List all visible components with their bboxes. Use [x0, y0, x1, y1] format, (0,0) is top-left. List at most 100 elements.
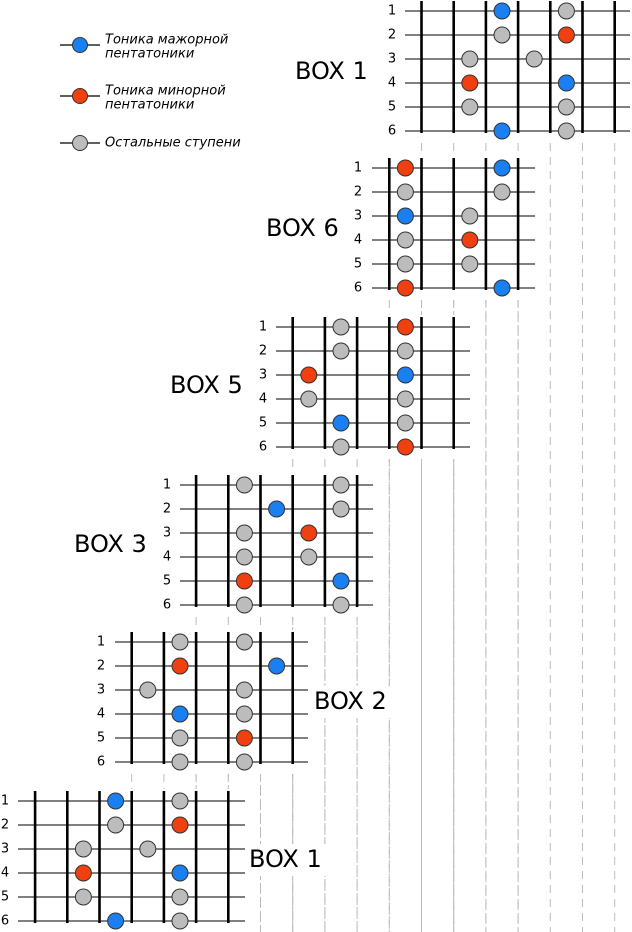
- note-dot: [235, 753, 253, 771]
- string-number: 5: [163, 574, 171, 589]
- legend-text: Тоника минорной: [105, 84, 226, 99]
- string-number: 3: [354, 209, 362, 224]
- box-label: BOX 2: [314, 687, 387, 715]
- label-bg: [245, 844, 331, 876]
- note-dot: [493, 122, 511, 140]
- string-number: 4: [259, 392, 267, 407]
- note-dot: [332, 414, 350, 432]
- string-number: 1: [97, 635, 105, 650]
- note-dot: [396, 231, 414, 249]
- note-dot: [74, 864, 92, 882]
- note-dot: [332, 318, 350, 336]
- note-dot: [139, 681, 157, 699]
- string-number: 4: [163, 550, 171, 565]
- string-number: 2: [354, 185, 362, 200]
- note-dot: [557, 122, 575, 140]
- box-bg: [159, 473, 373, 617]
- note-dot: [396, 255, 414, 273]
- note-dot: [268, 500, 286, 518]
- note-dot: [171, 657, 189, 675]
- legend-text: Остальные ступени: [105, 136, 241, 151]
- box-bg: [350, 156, 535, 300]
- string-number: 5: [97, 731, 105, 746]
- string-number: 4: [354, 233, 362, 248]
- box-label: BOX 1: [295, 57, 368, 85]
- note-dot: [171, 912, 189, 930]
- note-dot: [396, 390, 414, 408]
- string-number: 2: [163, 502, 171, 517]
- fretboard-box: 1 2 3 4 5 6 BOX 1: [295, 1, 630, 140]
- note-dot: [235, 705, 253, 723]
- string-number: 6: [97, 755, 105, 770]
- note-dot: [557, 2, 575, 20]
- legend-dot: [72, 88, 88, 104]
- note-dot: [171, 705, 189, 723]
- note-dot: [235, 633, 253, 651]
- string-number: 2: [1, 818, 9, 833]
- label-bg: [166, 370, 252, 402]
- note-dot: [235, 572, 253, 590]
- note-dot: [235, 476, 253, 494]
- fretboard-box: 1 2 3 4 5 6 BOX 3: [74, 475, 373, 614]
- note-dot: [332, 438, 350, 456]
- string-number: 1: [354, 161, 362, 176]
- string-number: 2: [388, 28, 396, 43]
- label-bg: [262, 213, 348, 245]
- fretboard-box: 1 2 3 4 5 6 BOX 5: [170, 317, 470, 456]
- note-dot: [268, 657, 286, 675]
- note-dot: [461, 98, 479, 116]
- note-dot: [235, 524, 253, 542]
- string-number: 3: [163, 526, 171, 541]
- note-dot: [461, 207, 479, 225]
- note-dot: [396, 207, 414, 225]
- string-number: 2: [259, 344, 267, 359]
- box-bg: [255, 315, 470, 459]
- string-number: 5: [259, 416, 267, 431]
- legend-text: Тоника мажорной: [105, 33, 228, 48]
- note-dot: [171, 792, 189, 810]
- string-number: 5: [1, 890, 9, 905]
- note-dot: [171, 729, 189, 747]
- string-number: 3: [388, 52, 396, 67]
- note-dot: [332, 500, 350, 518]
- box-label: BOX 1: [249, 845, 322, 873]
- string-number: 3: [1, 842, 9, 857]
- string-number: 1: [388, 4, 396, 19]
- string-number: 6: [354, 281, 362, 296]
- note-dot: [332, 572, 350, 590]
- note-dot: [74, 840, 92, 858]
- note-dot: [396, 342, 414, 360]
- string-number: 5: [388, 100, 396, 115]
- note-dot: [396, 183, 414, 201]
- string-number: 4: [1, 866, 9, 881]
- note-dot: [332, 476, 350, 494]
- string-number: 2: [97, 659, 105, 674]
- note-dot: [300, 548, 318, 566]
- note-dot: [235, 729, 253, 747]
- legend-dot: [72, 135, 88, 151]
- box-label: BOX 5: [170, 371, 243, 399]
- note-dot: [74, 888, 92, 906]
- string-number: 1: [1, 794, 9, 809]
- note-dot: [235, 596, 253, 614]
- note-dot: [396, 318, 414, 336]
- note-dot: [107, 792, 125, 810]
- note-dot: [396, 159, 414, 177]
- note-dot: [493, 2, 511, 20]
- label-bg: [291, 56, 377, 88]
- note-dot: [461, 74, 479, 92]
- note-dot: [396, 438, 414, 456]
- note-dot: [300, 390, 318, 408]
- note-dot: [171, 816, 189, 834]
- note-dot: [493, 279, 511, 297]
- box-bg: [384, 0, 630, 143]
- box-bg: [0, 789, 245, 932]
- note-dot: [493, 159, 511, 177]
- note-dot: [139, 840, 157, 858]
- string-number: 6: [163, 598, 171, 613]
- fretboard-box: 1 2 3 4 5 6 BOX 6: [266, 158, 535, 297]
- box-label: BOX 6: [266, 214, 339, 242]
- string-number: 6: [1, 914, 9, 929]
- note-dot: [493, 26, 511, 44]
